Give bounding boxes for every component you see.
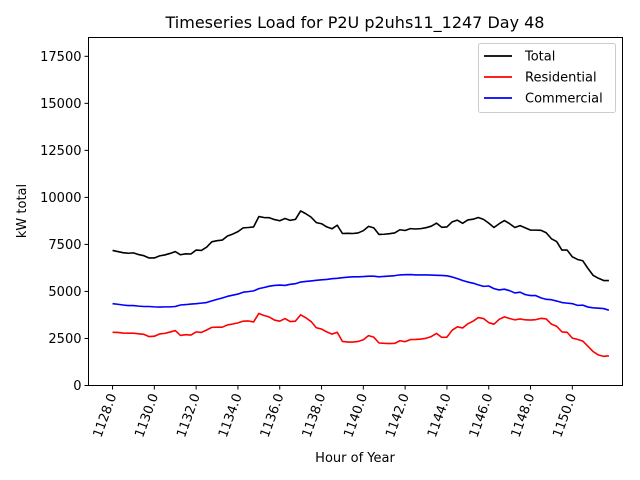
x-tick-label: 1128.0 [91, 392, 121, 440]
x-tick-label: 1148.0 [509, 392, 539, 440]
legend: Total Residential Commercial [478, 43, 616, 113]
x-tick-label: 1142.0 [383, 392, 413, 440]
legend-label-total: Total [524, 50, 555, 65]
x-tick-label: 1132.0 [174, 392, 204, 440]
plot-area [88, 37, 623, 386]
x-tick-label: 1146.0 [467, 392, 497, 440]
y-axis-ticks: 0 2500 5000 7500 10000 12500 15000 17500 [40, 50, 89, 394]
series-line-residential [112, 312, 609, 358]
x-tick-label: 1150.0 [550, 392, 580, 440]
x-tick-label: 1136.0 [258, 392, 288, 440]
legend-frame [478, 43, 616, 113]
x-axis-ticks: 1128.0 1130.0 1132.0 1134.0 1136.0 1138.0 1140… [91, 385, 580, 440]
x-tick-label: 1140.0 [341, 392, 371, 440]
y-tick-label: 17500 [40, 50, 81, 65]
x-tick-label: 1130.0 [132, 392, 162, 440]
series-lines [112, 210, 610, 358]
y-tick-label: 10000 [40, 191, 81, 206]
y-tick-label: 15000 [40, 97, 81, 112]
y-tick-label: 0 [73, 379, 81, 394]
y-tick-label: 5000 [48, 285, 81, 300]
y-axis-label: kW total [15, 184, 30, 238]
x-axis-label: Hour of Year [315, 451, 395, 466]
x-tick-label: 1144.0 [425, 392, 455, 440]
y-tick-label: 2500 [48, 332, 81, 347]
y-tick-label: 12500 [40, 144, 81, 159]
x-tick-label: 1138.0 [300, 392, 330, 440]
legend-label-residential: Residential [525, 71, 597, 86]
y-tick-label: 7500 [48, 238, 81, 253]
series-line-total [112, 210, 609, 282]
series-line-commercial [112, 273, 610, 312]
chart-title: Timeseries Load for P2U p2uhs11_1247 Day… [165, 13, 545, 33]
x-tick-label: 1134.0 [216, 392, 246, 440]
legend-label-commercial: Commercial [525, 92, 603, 107]
